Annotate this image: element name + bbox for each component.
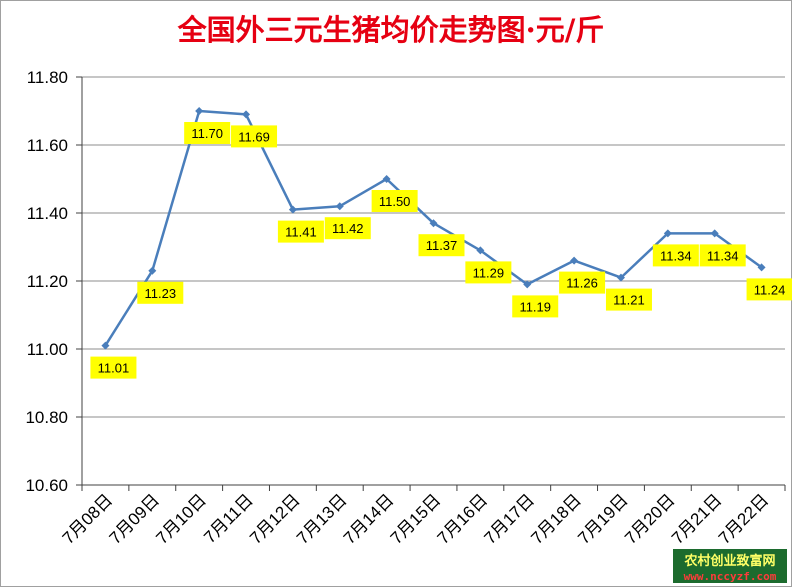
data-label: 11.70 [191, 126, 223, 141]
data-label-box [371, 190, 418, 212]
y-tick-label: 11.80 [27, 68, 68, 87]
data-label-box [652, 244, 699, 267]
data-label-box [418, 234, 465, 257]
watermark-url: www.nccyzf.com [684, 570, 777, 583]
axes [76, 76, 786, 491]
data-point [382, 175, 391, 183]
y-tick-label: 10.60 [25, 476, 68, 495]
data-label: 11.19 [519, 299, 551, 314]
data-point [335, 202, 344, 211]
data-label: 11.26 [566, 276, 598, 291]
data-label: 11.50 [379, 194, 411, 209]
data-point [570, 256, 579, 265]
data-point [663, 229, 672, 238]
data-label-box [699, 244, 746, 267]
y-tick-label: 11.60 [27, 136, 68, 155]
data-point [476, 246, 485, 255]
data-point [288, 205, 297, 214]
data-label-box [184, 122, 231, 144]
data-label-box [559, 271, 606, 294]
data-label-box [512, 295, 559, 318]
data-label: 11.21 [613, 293, 645, 308]
data-label-box [90, 356, 137, 379]
watermark-background [673, 549, 787, 583]
data-label-box [465, 261, 512, 284]
data-label: 11.34 [707, 248, 739, 263]
y-tick-label: 10.80 [25, 408, 68, 427]
data-point [242, 110, 251, 119]
y-tick-label: 11.00 [27, 340, 68, 359]
data-label-box [231, 125, 278, 148]
data-label: 11.41 [285, 225, 317, 240]
data-label-box [605, 288, 652, 311]
site-watermark: 农村创业致富网 www.nccyzf.com [673, 549, 787, 583]
data-label-box [137, 281, 184, 304]
series-price [101, 107, 766, 350]
chart-title: 全国外三元生猪均价走势图·元/斤 [177, 13, 605, 47]
watermark-site-name: 农村创业致富网 [683, 553, 775, 569]
data-labels: 11.01 11.23 11.70 11.69 11.41 11.42 11.50 11.37… [90, 122, 792, 379]
data-point [101, 341, 110, 350]
data-point [429, 219, 438, 228]
data-label-box [324, 217, 371, 240]
data-label: 11.29 [473, 265, 505, 280]
data-label: 11.01 [98, 361, 130, 376]
data-point [523, 280, 532, 289]
data-point [757, 263, 766, 272]
data-label: 11.24 [754, 282, 786, 297]
y-axis-tick-labels: 10.60 10.80 11.00 11.20 11.40 11.60 11.80 [25, 68, 68, 495]
data-label: 11.23 [145, 286, 177, 301]
data-label-box [746, 278, 792, 301]
data-point [616, 273, 625, 282]
data-label-box [277, 220, 324, 243]
data-point [195, 107, 204, 115]
data-point [710, 229, 719, 238]
data-label: 11.34 [660, 248, 692, 263]
gridlines [82, 76, 785, 418]
data-point [148, 266, 157, 275]
y-tick-label: 11.40 [27, 204, 68, 223]
data-label: 11.42 [332, 221, 364, 236]
data-label: 11.37 [426, 238, 458, 253]
y-tick-label: 11.20 [27, 272, 68, 291]
data-label: 11.69 [238, 129, 270, 144]
